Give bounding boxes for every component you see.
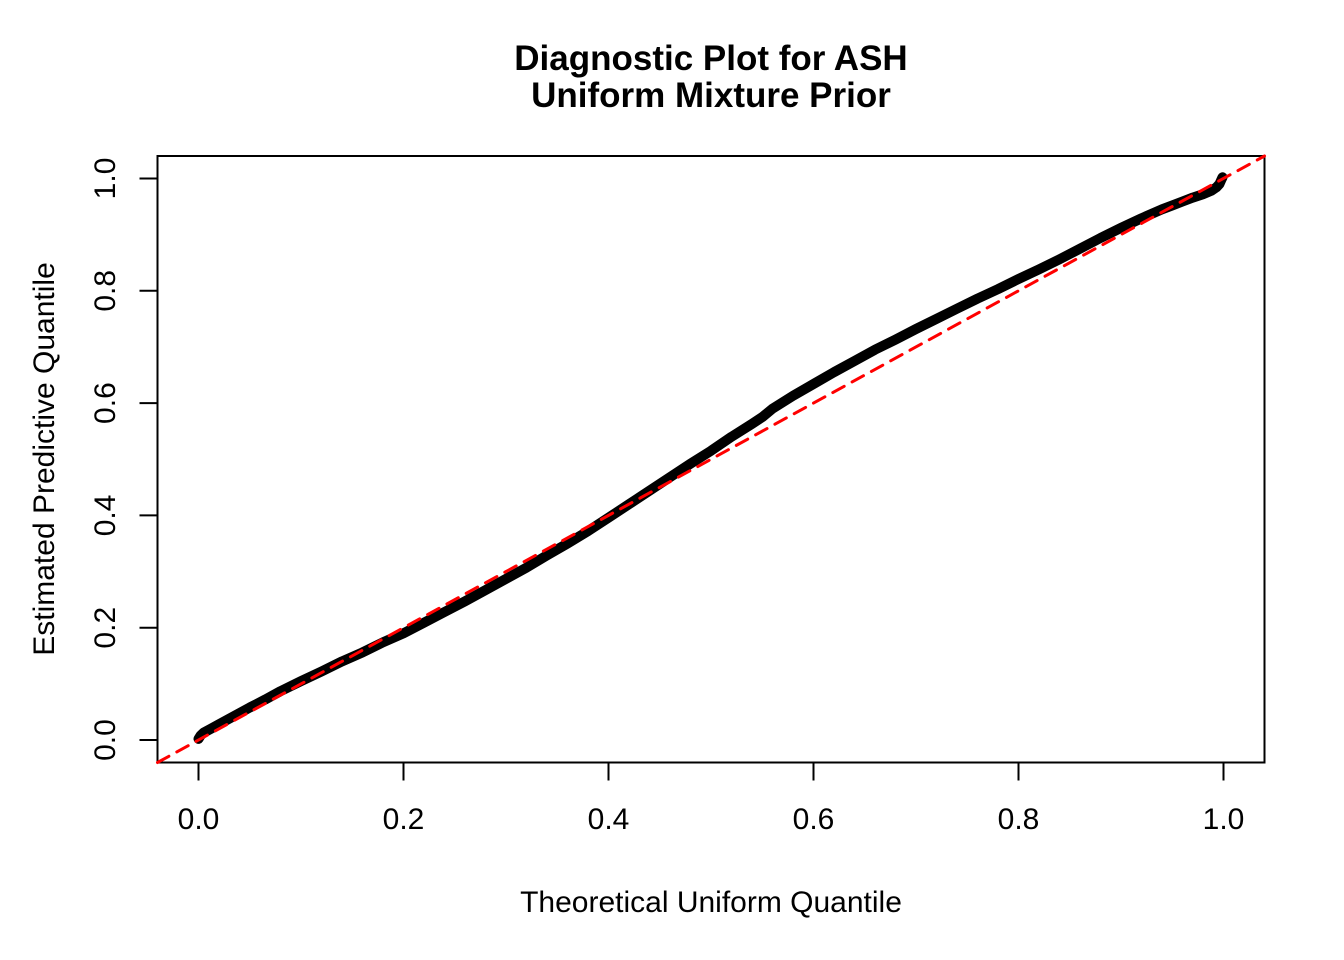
y-axis-tick-label: 0.2 [89, 607, 122, 649]
x-axis-tick-label: 0.2 [383, 803, 425, 836]
y-axis-tick-label: 0.0 [89, 719, 122, 761]
x-axis-title: Theoretical Uniform Quantile [520, 886, 902, 919]
x-axis-tick-label: 1.0 [1203, 803, 1245, 836]
y-axis-tick-label: 0.6 [89, 382, 122, 424]
y-axis-tick-label: 0.8 [89, 270, 122, 312]
estimated-predictive-quantile-curve [193, 172, 1228, 744]
x-axis-tick-label: 0.6 [793, 803, 835, 836]
x-axis-tick-label: 0.4 [588, 803, 630, 836]
y-axis-title: Estimated Predictive Quantile [28, 262, 61, 656]
plot-title: Diagnostic Plot for ASH Uniform Mixture … [311, 40, 1111, 114]
x-axis-tick-label: 0.8 [998, 803, 1040, 836]
y-axis-tick-label: 1.0 [89, 158, 122, 200]
plot-box [156, 155, 1266, 764]
plot-title-line1: Diagnostic Plot for ASH [514, 39, 908, 78]
y-axis-tick-label: 0.4 [89, 495, 122, 537]
identity-reference-line [156, 154, 1266, 764]
plot-title-line2: Uniform Mixture Prior [531, 76, 891, 115]
x-axis-tick-label: 0.0 [178, 803, 220, 836]
